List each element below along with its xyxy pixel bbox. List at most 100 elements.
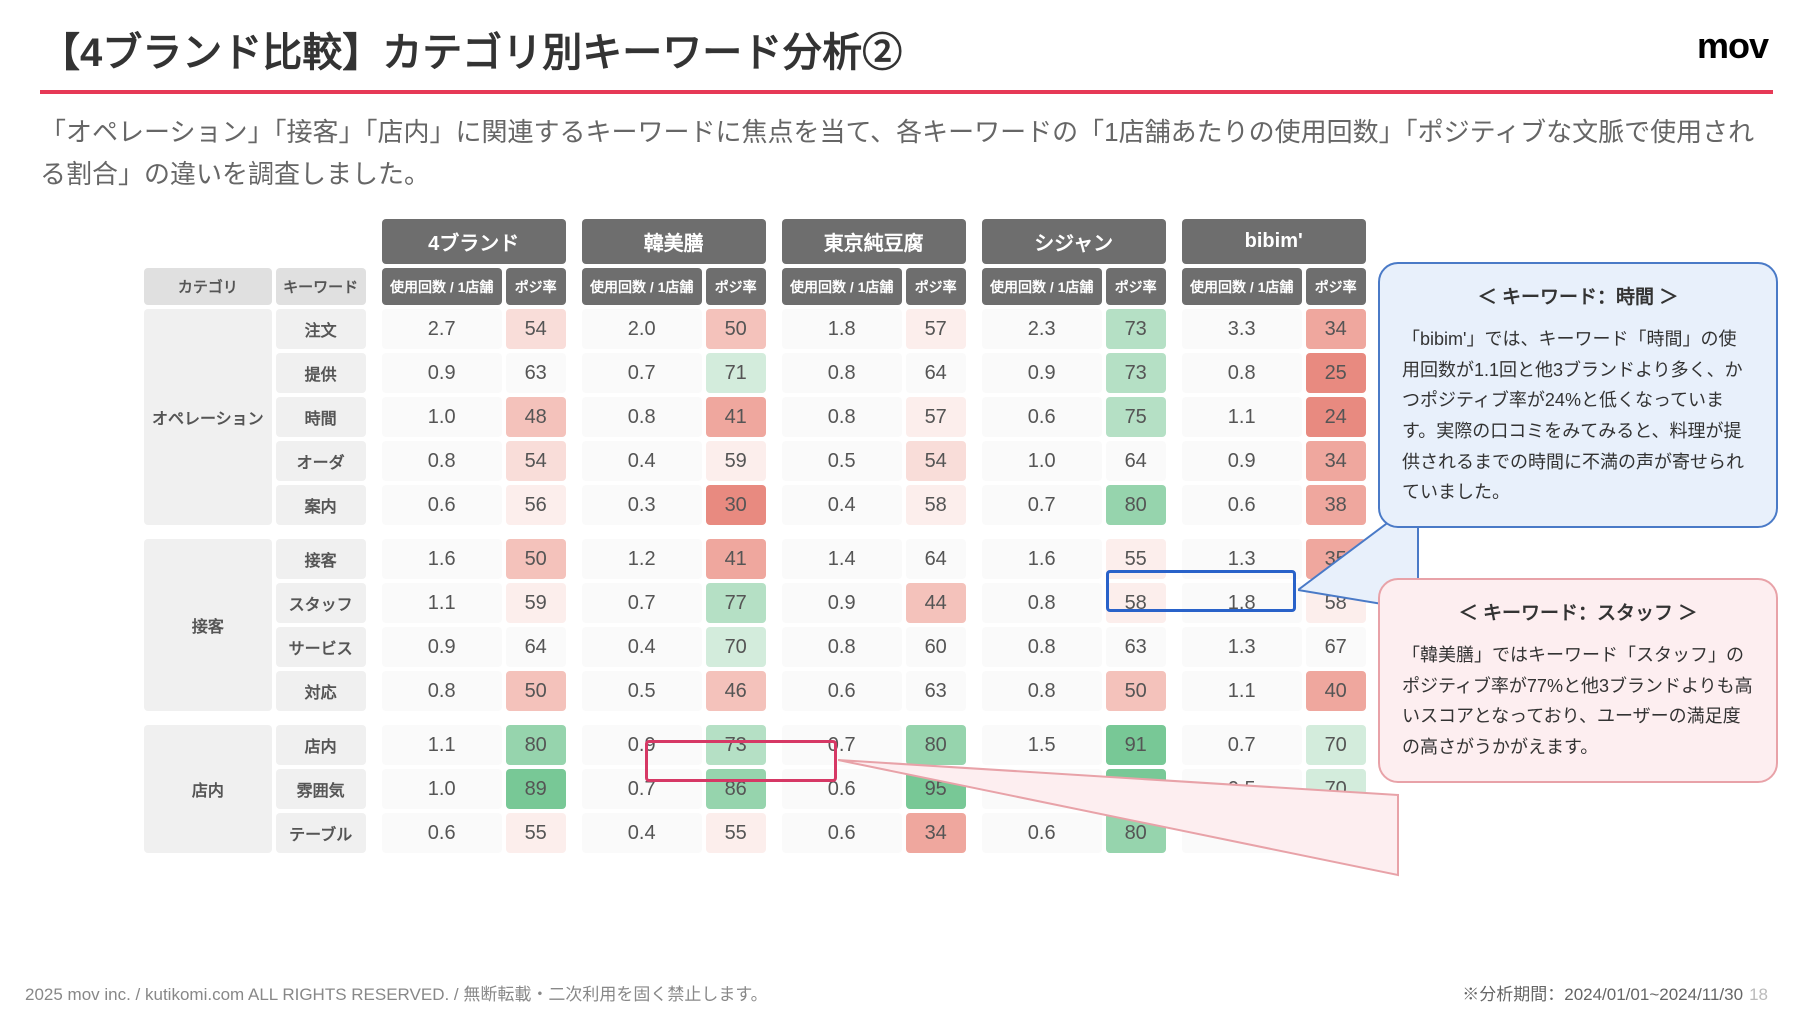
brand-header: 韓美膳 (582, 219, 766, 264)
usage-value: 2.7 (382, 309, 502, 349)
callout-time-body: 「bibim'」では、キーワード「時間」の使用回数が1.1回と他3ブランドより多… (1402, 324, 1754, 508)
posi-value: 35 (1306, 539, 1366, 579)
logo: mov (1697, 25, 1768, 67)
posi-value: 55 (1106, 539, 1166, 579)
posi-value: 70 (1306, 725, 1366, 765)
keyword-cell: テーブル (276, 813, 366, 853)
posi-value: 60 (906, 627, 966, 667)
keyword-cell: サービス (276, 627, 366, 667)
usage-value: 0.6 (782, 813, 902, 853)
posi-value: 58 (1106, 583, 1166, 623)
keyword-cell: 接客 (276, 539, 366, 579)
usage-value: 1.4 (782, 539, 902, 579)
usage-value: 1.5 (982, 725, 1102, 765)
posi-value: 24 (1306, 397, 1366, 437)
footer-period: ※分析期間：2024/01/01~2024/11/3018 (1462, 980, 1768, 1005)
usage-value: 0.8 (382, 671, 502, 711)
posi-value: 34 (1306, 309, 1366, 349)
keyword-cell: 時間 (276, 397, 366, 437)
usage-value: 0.6 (1182, 485, 1302, 525)
usage-value: 0.8 (1182, 353, 1302, 393)
usage-value: 1.2 (582, 539, 702, 579)
col-posi: ポジ率 (706, 268, 766, 305)
usage-value: 0.4 (782, 485, 902, 525)
usage-value: 0.9 (982, 353, 1102, 393)
col-category: カテゴリ (144, 268, 272, 305)
posi-value: 50 (506, 539, 566, 579)
usage-value: 0.9 (782, 583, 902, 623)
posi-value: 59 (506, 583, 566, 623)
usage-value: 1.8 (782, 309, 902, 349)
usage-value: 0.9 (1182, 441, 1302, 481)
col-posi: ポジ率 (906, 268, 966, 305)
category-cell: オペレーション (144, 309, 272, 525)
page-number: 18 (1749, 985, 1768, 1004)
posi-value: 54 (906, 441, 966, 481)
usage-value: 0.4 (582, 627, 702, 667)
posi-value: 63 (506, 353, 566, 393)
category-cell: 店内 (144, 725, 272, 853)
posi-value: 50 (706, 309, 766, 349)
posi-value: 64 (906, 539, 966, 579)
usage-value: 1.0 (382, 397, 502, 437)
posi-value: 55 (706, 813, 766, 853)
posi-value: 80 (1106, 485, 1166, 525)
col-usage: 使用回数 / 1店舗 (582, 268, 702, 305)
posi-value: 50 (506, 671, 566, 711)
callout-staff-title: ＜ キーワード：スタッフ ＞ (1402, 598, 1754, 630)
usage-value: 2.0 (582, 309, 702, 349)
keyword-cell: 対応 (276, 671, 366, 711)
col-usage: 使用回数 / 1店舗 (782, 268, 902, 305)
posi-value: 44 (906, 583, 966, 623)
posi-value: 77 (706, 583, 766, 623)
posi-value: 59 (706, 441, 766, 481)
keyword-cell: 雰囲気 (276, 769, 366, 809)
usage-value: 1.3 (1182, 539, 1302, 579)
posi-value: 38 (1306, 485, 1366, 525)
col-keyword: キーワード (276, 268, 366, 305)
usage-value: 0.7 (1182, 725, 1302, 765)
usage-value: 2.3 (982, 309, 1102, 349)
usage-value: 0.8 (982, 583, 1102, 623)
keyword-cell: スタッフ (276, 583, 366, 623)
usage-value: 0.8 (382, 441, 502, 481)
usage-value: 1.6 (382, 539, 502, 579)
usage-value: 1.0 (382, 769, 502, 809)
posi-value: 95 (906, 769, 966, 809)
posi-value: 64 (906, 353, 966, 393)
keyword-cell: 提供 (276, 353, 366, 393)
posi-value: 40 (1306, 671, 1366, 711)
callout-time-title: ＜ キーワード：時間 ＞ (1402, 282, 1754, 314)
subtitle: 「オペレーション」「接客」「店内」に関連するキーワードに焦点を当て、各キーワード… (40, 112, 1773, 195)
brand-header: 4ブランド (382, 219, 566, 264)
col-usage: 使用回数 / 1店舗 (382, 268, 502, 305)
usage-value: 0.8 (582, 397, 702, 437)
posi-value: 80 (906, 725, 966, 765)
posi-value: 94 (1106, 769, 1166, 809)
posi-value: 54 (506, 309, 566, 349)
usage-value: 3.3 (1182, 309, 1302, 349)
usage-value: 1.1 (382, 583, 502, 623)
posi-value: 63 (906, 671, 966, 711)
col-usage: 使用回数 / 1店舗 (1182, 268, 1302, 305)
posi-value: 34 (906, 813, 966, 853)
col-posi: ポジ率 (1106, 268, 1166, 305)
keyword-cell: オーダ (276, 441, 366, 481)
keyword-cell: 案内 (276, 485, 366, 525)
posi-value: 64 (506, 627, 566, 667)
usage-value: 0.7 (782, 725, 902, 765)
usage-value: 1.1 (1182, 397, 1302, 437)
usage-value: 0.6 (1182, 813, 1302, 853)
posi-value: 25 (1306, 353, 1366, 393)
usage-value: 0.8 (782, 397, 902, 437)
posi-value: 86 (706, 769, 766, 809)
posi-value: 75 (1106, 397, 1166, 437)
usage-value: 1.6 (982, 539, 1102, 579)
posi-value: 64 (1106, 441, 1166, 481)
usage-value: 0.5 (782, 441, 902, 481)
posi-value: 55 (506, 813, 566, 853)
usage-value: 0.8 (982, 627, 1102, 667)
posi-value: 91 (1106, 725, 1166, 765)
usage-value: 0.5 (1182, 769, 1302, 809)
posi-value: 56 (506, 485, 566, 525)
